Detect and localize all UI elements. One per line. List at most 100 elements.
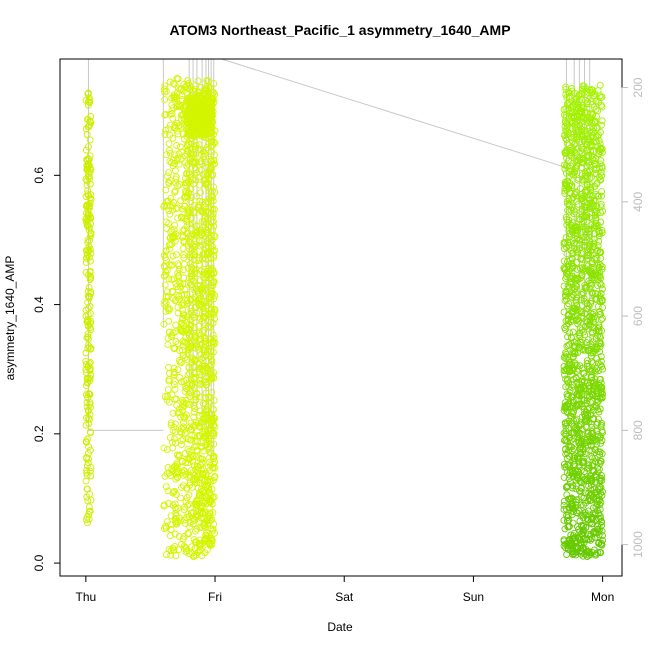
data-point <box>169 134 177 142</box>
data-point <box>598 226 606 234</box>
data-point <box>161 96 169 104</box>
data-point <box>209 193 217 201</box>
data-point <box>184 242 192 250</box>
data-point <box>87 290 95 298</box>
y-axis-label: asymmetry_1640_AMP <box>3 256 17 381</box>
data-point <box>569 402 576 410</box>
data-point <box>570 508 578 515</box>
data-point <box>578 309 585 317</box>
data-point <box>591 118 599 125</box>
data-point <box>599 304 606 312</box>
data-point <box>587 196 595 204</box>
data-point <box>590 309 598 316</box>
data-point <box>586 519 594 527</box>
y-axis-right: 200 400 600 800 1000 <box>621 77 645 558</box>
data-point <box>562 243 570 251</box>
data-point <box>190 401 197 409</box>
data-point <box>590 263 598 271</box>
data-point <box>198 379 206 387</box>
data-point <box>586 491 594 499</box>
data-point <box>198 288 206 296</box>
data-point <box>569 367 576 375</box>
data-point <box>165 317 173 325</box>
data-point <box>85 515 93 523</box>
data-point <box>596 294 604 302</box>
data-point <box>193 192 201 200</box>
data-point <box>162 126 170 134</box>
y-right-tick-label: 800 <box>631 420 645 440</box>
data-point <box>585 228 593 236</box>
data-point <box>579 154 587 162</box>
data-point <box>577 484 585 492</box>
data-point <box>583 362 591 370</box>
data-point <box>586 183 594 191</box>
data-point <box>84 90 92 98</box>
data-point <box>166 210 174 218</box>
data-point <box>570 365 578 373</box>
data-point <box>85 294 93 302</box>
data-point <box>208 516 216 524</box>
data-point <box>586 203 593 211</box>
data-point <box>588 289 596 297</box>
data-point <box>581 331 589 339</box>
data-point <box>197 146 205 154</box>
data-point <box>201 286 209 294</box>
data-point <box>198 328 206 336</box>
data-point <box>560 106 568 113</box>
data-point <box>206 509 214 517</box>
data-point <box>563 484 570 492</box>
data-point <box>84 239 92 247</box>
data-point <box>187 110 195 118</box>
data-point <box>161 393 169 400</box>
data-point <box>184 77 192 84</box>
data-point <box>171 221 179 229</box>
data-point <box>174 469 182 476</box>
data-point <box>578 530 586 538</box>
data-point <box>583 415 590 422</box>
data-point <box>576 389 584 397</box>
data-point <box>596 525 604 533</box>
data-point <box>86 202 93 210</box>
data-point <box>195 257 203 265</box>
data-point <box>191 159 199 167</box>
data-point <box>207 164 214 172</box>
data-point <box>83 131 91 138</box>
data-point <box>566 110 574 118</box>
data-point <box>84 341 92 349</box>
data-point <box>178 396 186 404</box>
data-point <box>585 460 592 468</box>
data-point <box>561 263 569 271</box>
data-point <box>200 124 208 132</box>
data-point <box>174 273 182 281</box>
data-point <box>165 220 173 228</box>
data-point <box>85 415 93 423</box>
data-point <box>582 175 590 183</box>
data-point <box>166 149 174 157</box>
data-point <box>193 131 201 139</box>
data-point <box>204 124 212 132</box>
data-point <box>197 492 205 500</box>
data-point <box>569 393 577 401</box>
data-point <box>573 249 581 257</box>
data-point <box>205 454 213 462</box>
data-point <box>587 411 595 419</box>
data-point <box>184 349 192 357</box>
data-point <box>179 337 187 345</box>
data-point <box>208 192 216 200</box>
data-point <box>206 440 214 448</box>
data-point <box>198 104 206 112</box>
data-point <box>596 342 604 350</box>
data-point <box>567 278 575 286</box>
data-point <box>170 80 178 88</box>
data-point <box>572 534 580 542</box>
data-point <box>172 230 180 238</box>
data-point <box>184 510 192 518</box>
data-point <box>170 226 178 234</box>
data-point <box>211 247 219 255</box>
data-point <box>163 172 171 180</box>
data-point <box>200 274 208 282</box>
data-point <box>180 532 188 540</box>
data-point <box>190 95 198 103</box>
data-point <box>562 322 570 330</box>
data-point <box>584 89 592 97</box>
